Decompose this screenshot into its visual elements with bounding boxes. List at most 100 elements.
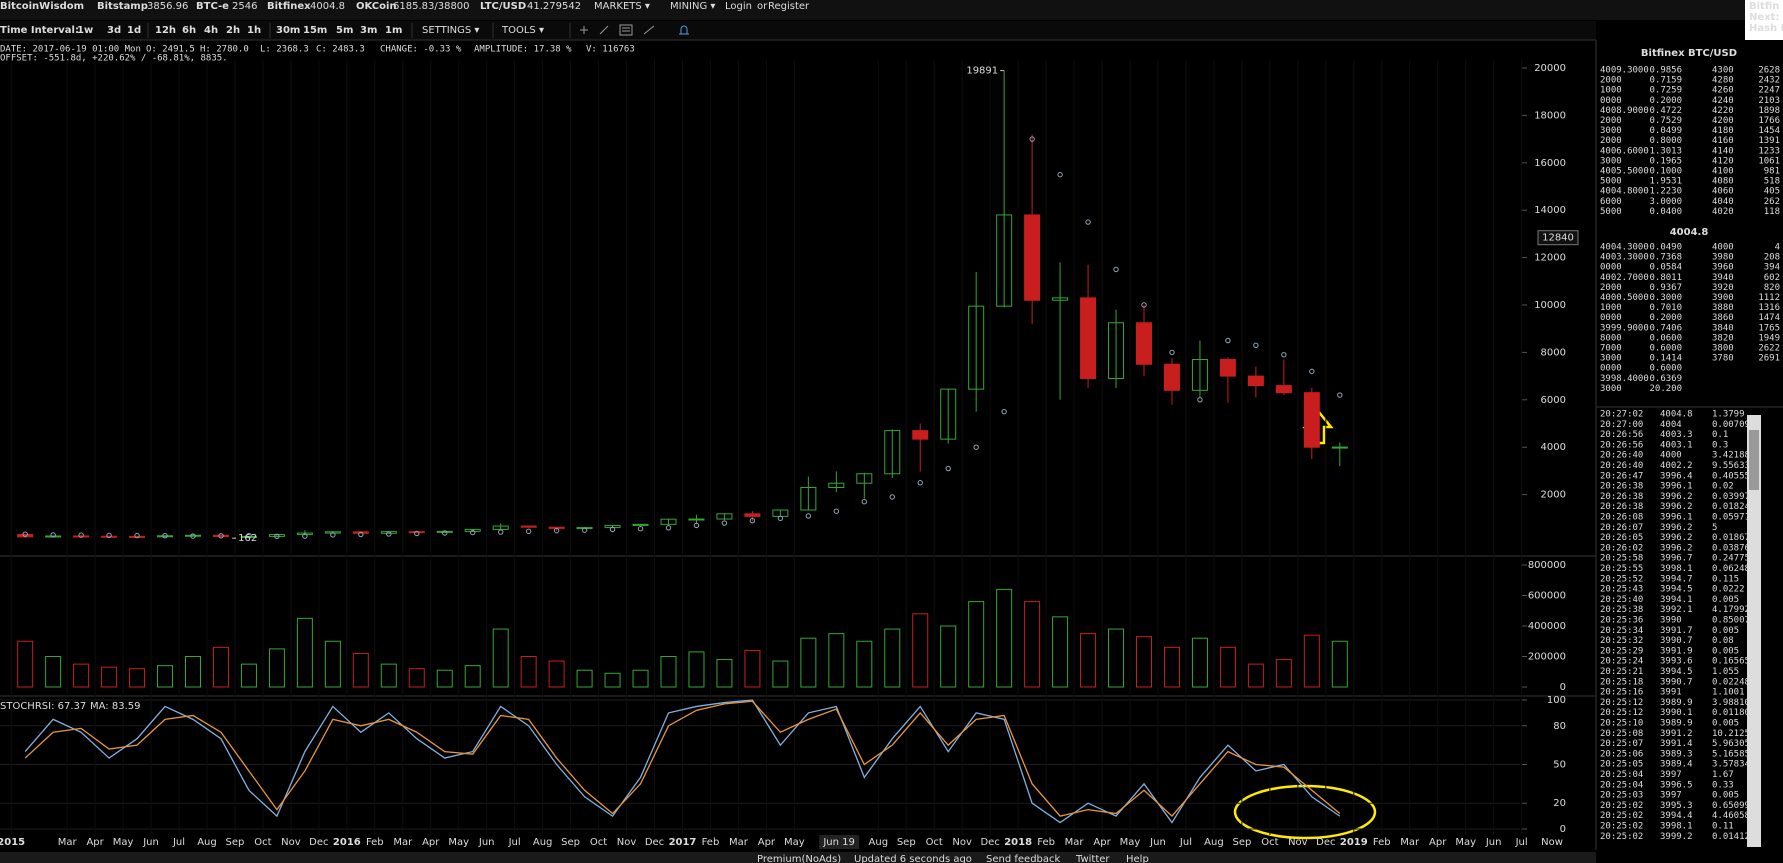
y-tick-label: 8000 (1541, 347, 1566, 358)
trade-amount: 3.42188 (1712, 451, 1750, 461)
trade-price: 3989.9 (1660, 719, 1693, 729)
x-tick-label: Jul (1515, 837, 1528, 848)
trade-amount: 3.57834 (1712, 760, 1750, 770)
footer-link[interactable]: Send feedback (986, 854, 1061, 863)
orderbook-cell: 3840 (1712, 323, 1734, 333)
toolbar-menu[interactable]: TOOLS ▾ (501, 25, 544, 36)
interval-button[interactable]: 1m (385, 25, 402, 36)
candle-body (940, 388, 957, 440)
market-name[interactable]: Bitstamp (97, 1, 148, 12)
market-name[interactable]: OKCoin (356, 1, 397, 12)
footer-link[interactable]: Help (1126, 854, 1149, 863)
orderbook-cell: 0.2000 (1649, 96, 1682, 106)
orderbook-cell: 4004.3000 (1600, 243, 1649, 253)
interval-button[interactable]: 1w (77, 25, 93, 36)
trade-time: 20:25:07 (1600, 739, 1643, 749)
candle-body (184, 534, 201, 537)
orderbook-cell: 0.4722 (1649, 106, 1682, 116)
market-name[interactable]: LTC/USD (480, 1, 526, 12)
sar-dot (1281, 352, 1287, 358)
orderbook-cell: 262 (1764, 197, 1780, 207)
interval-button[interactable]: 3m (360, 25, 377, 36)
orderbook-cell: 0000 (1600, 96, 1622, 106)
orderbook-cell: 0.8011 (1649, 273, 1682, 283)
market-name[interactable]: Bitfinex (267, 1, 311, 12)
footer-link[interactable]: Twitter (1075, 854, 1110, 863)
orderbook-cell: 4005.5000 (1600, 167, 1649, 177)
sar-dot (637, 526, 644, 532)
volume-bar (212, 646, 229, 688)
logo[interactable]: BitcoinWisdom (0, 1, 84, 12)
interval-button[interactable]: 6h (182, 25, 196, 36)
candle-body (1275, 385, 1292, 394)
sar-dot (553, 527, 560, 534)
trade-price: 3997 (1660, 770, 1682, 780)
drawing-tools[interactable] (580, 24, 655, 36)
orderbook-cell: 1454 (1758, 126, 1780, 136)
orderbook-cell: 405 (1764, 187, 1780, 197)
market-name[interactable]: BTC-e (196, 1, 229, 12)
trade-price: 3990 (1660, 616, 1682, 626)
trade-price: 3998.1 (1660, 564, 1693, 574)
candle-body (1303, 392, 1320, 448)
interval-button[interactable]: 1d (127, 25, 141, 36)
orderbook-cell: 118 (1764, 207, 1780, 217)
orderbook-cell: 3920 (1712, 283, 1734, 293)
orderbook-cell: 8000 (1600, 333, 1622, 343)
trade-price: 3991 (1660, 688, 1682, 698)
volume-bar (576, 669, 593, 688)
trade-price: 3991.4 (1660, 739, 1693, 749)
interval-button[interactable]: 12h (155, 25, 176, 36)
x-tick-label: Jul (172, 837, 185, 848)
trade-time: 20:26:56 (1600, 440, 1643, 450)
volume-bar (1080, 633, 1097, 688)
interval-button[interactable]: 2h (226, 25, 240, 36)
orderbook-cell: 3.0000 (1649, 197, 1682, 207)
stoch-line (24, 700, 1341, 818)
sar-dot (525, 528, 532, 535)
orderbook-cell: 3800 (1712, 344, 1734, 354)
or-text: or (757, 1, 768, 12)
interval-button[interactable]: 5m (336, 25, 353, 36)
scrollbar[interactable] (1747, 415, 1761, 847)
register-link[interactable]: Register (768, 1, 810, 12)
corner-text: Next: (1749, 12, 1779, 23)
y-tick-label: 0 (1560, 682, 1566, 693)
volume-bar (744, 649, 761, 688)
orderbook-cell: 4160 (1712, 136, 1734, 146)
trade-price: 3996.2 (1660, 523, 1693, 533)
trade-price: 3996.4 (1660, 471, 1693, 481)
candle-body (744, 513, 761, 517)
volume-bar (380, 663, 397, 688)
menu[interactable]: MARKETS ▾ (594, 1, 650, 12)
orderbook-cell: 4260 (1712, 86, 1734, 96)
scrollbar-thumb[interactable] (1749, 430, 1759, 490)
sar-dot (302, 533, 308, 539)
volume-bar (73, 663, 90, 688)
orderbook-cell: 0.9856 (1649, 66, 1682, 76)
orderbook-cell: 3940 (1712, 273, 1734, 283)
toolbar-menu[interactable]: SETTINGS ▾ (422, 25, 479, 36)
login-link[interactable]: Login (725, 1, 752, 12)
orderbook-cell: 3000 (1600, 126, 1622, 136)
sar-dot (1141, 302, 1147, 308)
volume-bar (688, 651, 705, 688)
interval-button[interactable]: 4h (204, 25, 218, 36)
alert-bell[interactable] (679, 25, 689, 35)
interval-button[interactable]: 1h (247, 25, 261, 36)
candle-body (157, 535, 174, 538)
candle-body (912, 430, 929, 440)
trade-price: 3989.3 (1660, 749, 1693, 759)
market-price: 2546 (232, 1, 257, 12)
orderbook-cell: 4300 (1712, 66, 1734, 76)
interval-button[interactable]: 15m (303, 25, 327, 36)
orderbook-cell: 1000 (1600, 86, 1622, 96)
interval-button[interactable]: 30m (276, 25, 300, 36)
top-bar (0, 0, 1783, 20)
footer-link[interactable]: Premium(NoAds) (757, 854, 841, 863)
x-tick-label: Apr (422, 837, 440, 848)
orderbook-cell: 4060 (1712, 187, 1734, 197)
trade-amount: 1.1001 (1712, 688, 1745, 698)
menu[interactable]: MINING ▾ (670, 1, 715, 12)
interval-button[interactable]: 3d (107, 25, 121, 36)
